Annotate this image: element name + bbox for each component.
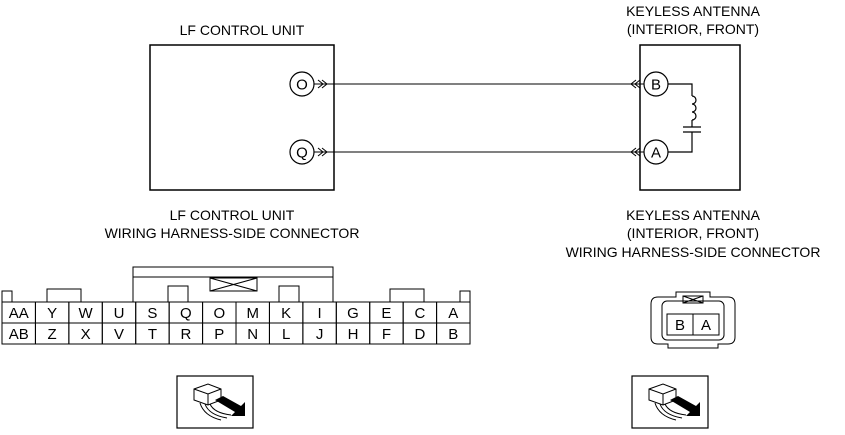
keyless-antenna-box (639, 44, 741, 191)
lf-connector-cell-label: B (448, 326, 458, 343)
coil-icon (691, 95, 697, 121)
lf-connector-cell-label: D (414, 326, 425, 343)
lf-connector-cell-label: J (316, 326, 324, 343)
connector-mark-icon (630, 147, 641, 157)
lf-connector-cell (436, 322, 471, 345)
lf-pin-q: Q (289, 139, 315, 165)
lf-connector-cell-label: F (382, 326, 391, 343)
lf-connector-cell-label: C (414, 305, 425, 322)
antenna-connector-cells: B A (666, 313, 720, 336)
antenna-pin-a-label: A (651, 145, 661, 162)
lf-connector-cell-label: V (114, 326, 124, 343)
lf-connector-cell-label: X (81, 326, 91, 343)
antenna-coil-capacitor (668, 83, 701, 153)
lf-connector-cell-label: K (281, 305, 291, 322)
harness-wire-o-b (314, 79, 644, 89)
lf-connector-cell-label: Y (47, 305, 57, 322)
lf-connector-cell-label: A (448, 305, 458, 322)
lf-pin-o: O (289, 71, 315, 97)
keyless-antenna-title-line2: (INTERIOR, FRONT) (627, 21, 759, 37)
lf-pin-q-label: Q (296, 145, 308, 162)
lf-connector-cell-label: G (347, 305, 359, 322)
lf-connector-grid: AA Y W U S Q O M K I G E C A AB Z X V T R P N L J H F D B (1, 301, 471, 345)
connector-mark-icon (630, 79, 641, 89)
antenna-connector-caption-line2: (INTERIOR, FRONT) (627, 225, 759, 241)
lf-connector-cell-label: S (147, 305, 157, 322)
lf-connector-cell-label: P (214, 326, 224, 343)
connector-mark-icon (317, 147, 328, 157)
connector-mark-icon (317, 79, 328, 89)
antenna-cell-a-label: A (701, 317, 711, 334)
antenna-pin-b: B (643, 71, 669, 97)
lf-connector-caption-line2: WIRING HARNESS-SIDE CONNECTOR (105, 225, 360, 241)
lf-connector-cell-label: Z (48, 326, 57, 343)
lf-control-unit-title: LF CONTROL UNIT (180, 22, 305, 38)
lf-connector-cell-label: O (213, 305, 225, 322)
lf-connector-cell-label: L (282, 326, 290, 343)
lf-connector-cell-label: E (381, 305, 391, 322)
lf-connector-cell-label: M (246, 305, 259, 322)
lf-connector-cell-label: I (317, 305, 321, 322)
harness-wire-q-a (314, 147, 644, 157)
lf-connector-cell-label: Q (180, 305, 192, 322)
lf-connector-cell-label: H (348, 326, 359, 343)
antenna-connector-caption-line1: KEYLESS ANTENNA (626, 207, 760, 223)
antenna-connector-caption-line3: WIRING HARNESS-SIDE CONNECTOR (566, 244, 821, 260)
keyless-antenna-title-line1: KEYLESS ANTENNA (626, 3, 760, 19)
lf-control-unit-box (149, 44, 335, 191)
lf-connector-cell-label: T (148, 326, 157, 343)
lf-connector-cell-label: U (114, 305, 125, 322)
lf-connector-caption-line1: LF CONTROL UNIT (170, 207, 295, 223)
lf-connector-housing (1, 266, 471, 303)
antenna-connector-housing (650, 291, 736, 349)
capacitor-icon (683, 126, 701, 133)
antenna-cell-b-label: B (675, 317, 685, 334)
lf-connector-cell-label: AA (9, 305, 29, 322)
lf-connector-cell-label: R (180, 326, 191, 343)
lf-connector-cell-label: N (247, 326, 258, 343)
lf-probe-view-icon (176, 375, 254, 429)
lf-connector-cell-label: W (78, 305, 93, 322)
lf-connector-cell-label: AB (9, 326, 29, 343)
lf-pin-o-label: O (296, 77, 308, 94)
antenna-pin-b-label: B (651, 77, 661, 94)
antenna-cell-a (692, 313, 720, 336)
antenna-probe-view-icon (631, 375, 709, 429)
antenna-pin-a: A (643, 139, 669, 165)
